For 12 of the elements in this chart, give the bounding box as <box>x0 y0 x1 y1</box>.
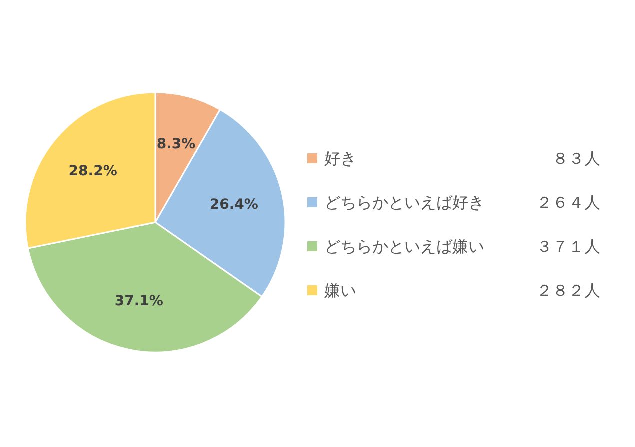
legend-label: 嫌い <box>324 281 356 300</box>
data-label: 26.4% <box>210 196 258 213</box>
text: ３７１人 <box>536 237 600 256</box>
data-label: 37.1% <box>114 293 164 310</box>
text: ８３人 <box>552 149 600 168</box>
data-label: 28.2% <box>68 164 118 180</box>
data-label: 8.3% <box>156 136 196 153</box>
legend-label: どちらかといえば好き <box>324 193 484 212</box>
legend-label: 好き <box>324 149 356 168</box>
text: ２６４人 <box>536 193 600 212</box>
text: ２８２人 <box>536 281 600 300</box>
legend-label: どちらかといえば嫌い <box>324 237 484 256</box>
